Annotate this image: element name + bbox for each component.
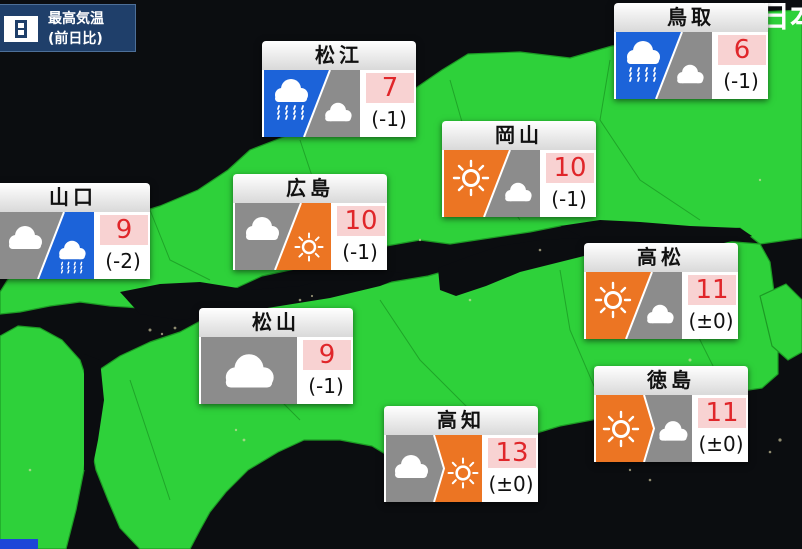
city-name: 高松 <box>584 243 738 272</box>
city-name: 岡山 <box>442 121 596 150</box>
sun-icon <box>294 232 324 262</box>
card-body: 6 (-1) <box>614 32 768 99</box>
forecast-card: 高松 11 (±0) <box>584 243 738 339</box>
hiroshima-bay <box>120 270 410 320</box>
bungo-channel <box>84 354 104 470</box>
forecast-card: 岡山 10 (-1) <box>442 121 596 217</box>
temp-change: (±0) <box>488 472 534 496</box>
city-name: 松江 <box>262 41 416 70</box>
temp-change: (±0) <box>688 309 734 333</box>
cloud-icon <box>225 354 274 388</box>
temp-change: (-1) <box>551 187 587 211</box>
city-name: 山口 <box>0 183 150 212</box>
card-body: 11 (±0) <box>584 272 738 339</box>
forecast-card: 山口 9 (-2) <box>0 183 150 279</box>
header-subtitle: (前日比) <box>48 31 103 47</box>
card-body: 10 (-1) <box>233 203 387 270</box>
max-temp: 10 <box>546 153 594 183</box>
forecast-card: 鳥取 6 (-1) <box>614 3 768 99</box>
max-temp: 11 <box>698 398 746 428</box>
rain-icon <box>627 41 660 82</box>
card-body: 10 (-1) <box>442 150 596 217</box>
weather-panel <box>386 435 482 502</box>
forecast-card: 徳島 11 (±0) <box>594 366 748 462</box>
weather-panel <box>201 337 297 404</box>
awaji-island <box>759 283 802 361</box>
header-title: 最高気温 <box>48 11 104 27</box>
card-body: 11 (±0) <box>594 395 748 462</box>
sun-icon <box>447 457 479 489</box>
forecast-card: 広島 10 (-1) <box>233 174 387 270</box>
city-name: 徳島 <box>594 366 748 395</box>
max-temp: 11 <box>688 275 736 305</box>
temp-change: (-1) <box>371 107 407 131</box>
weather-panel <box>616 32 712 99</box>
city-name: 松山 <box>199 308 353 337</box>
sun-icon <box>602 410 640 448</box>
max-temp: 10 <box>337 206 385 236</box>
cloud-icon <box>647 304 674 324</box>
max-temp: 9 <box>100 215 148 245</box>
max-temp: 6 <box>718 35 766 65</box>
weather-panel <box>586 272 682 339</box>
weather-panel <box>0 212 94 279</box>
city-name: 高知 <box>384 406 538 435</box>
temp-change: (-1) <box>308 374 344 398</box>
card-body: 13 (±0) <box>384 435 538 502</box>
card-body: 9 (-1) <box>199 337 353 404</box>
sun-icon <box>594 281 632 319</box>
forecast-card: 松山 9 (-1) <box>199 308 353 404</box>
cloud-icon <box>505 182 532 202</box>
cloud-icon <box>659 421 688 441</box>
cloud-icon <box>395 455 428 478</box>
cloud-icon <box>325 102 352 122</box>
temp-change: (-1) <box>342 240 378 264</box>
max-temp: 7 <box>366 73 414 103</box>
temp-change: (±0) <box>698 432 744 456</box>
max-temp: 13 <box>488 438 536 468</box>
rain-icon <box>275 79 308 120</box>
weather-panel <box>235 203 331 270</box>
city-name: 鳥取 <box>614 3 768 32</box>
forecast-card: 高知 13 (±0) <box>384 406 538 502</box>
temp-change: (-2) <box>105 249 141 273</box>
cloud-icon <box>9 226 42 249</box>
city-name: 広島 <box>233 174 387 203</box>
weather-panel <box>264 70 360 137</box>
temp-change: (-1) <box>723 69 759 93</box>
forecast-card: 松江 7 (-1) <box>262 41 416 137</box>
header-badge: 最高気温 (前日比) <box>0 4 136 52</box>
corner-accent-bar <box>0 539 38 549</box>
cloud-icon <box>246 217 279 240</box>
rain-icon <box>59 240 86 274</box>
weather-panel <box>596 395 692 462</box>
max-temp: 9 <box>303 340 351 370</box>
card-body: 9 (-2) <box>0 212 150 279</box>
kojima-bay <box>560 220 752 248</box>
cloud-icon <box>677 64 704 84</box>
card-body: 7 (-1) <box>262 70 416 137</box>
weather-panel <box>444 150 540 217</box>
sun-icon <box>452 159 490 197</box>
calendar-icon <box>0 16 38 42</box>
inland-sea-east <box>438 236 610 296</box>
